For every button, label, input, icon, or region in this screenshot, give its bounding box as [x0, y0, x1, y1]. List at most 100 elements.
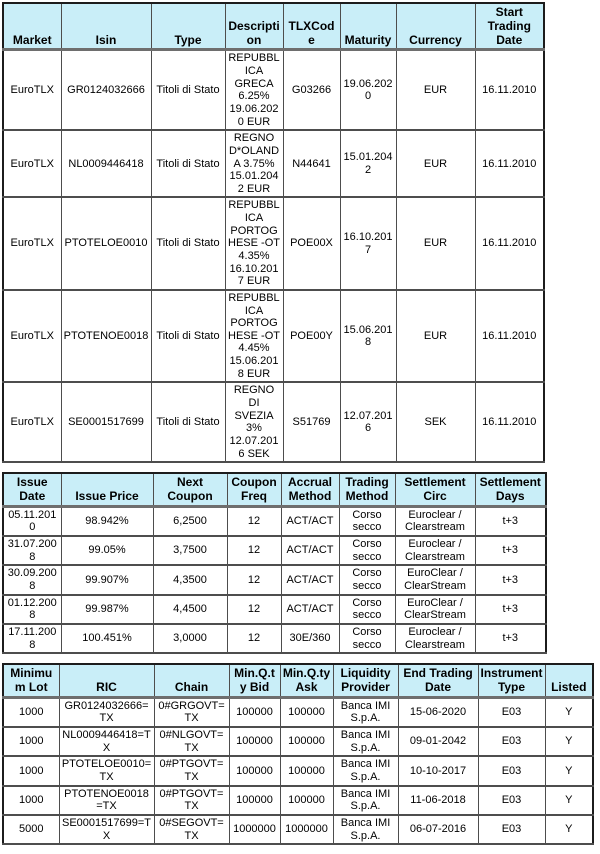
- table-cell: POE00Y: [282, 288, 341, 384]
- column-header: Maturity: [339, 3, 397, 52]
- table-cell: 100000: [279, 784, 334, 816]
- table-cell: GR0124032666: [60, 48, 152, 132]
- table-cell: E03: [477, 726, 546, 758]
- table-cell: E03: [477, 755, 546, 787]
- table-row: 05.11.2010 98.942% 6,2500 12 ACT/ACT Corso se…: [2, 505, 547, 538]
- column-header: Coupon Freq: [226, 473, 282, 508]
- column-header: Market: [2, 3, 62, 52]
- table-cell: 15.06.2018: [339, 288, 397, 384]
- table-cell: 99.907%: [60, 564, 154, 596]
- table-cell: ACT/ACT: [280, 564, 340, 596]
- table-cell: EUR: [395, 288, 476, 384]
- table-cell: 16.11.2010: [474, 196, 545, 291]
- table-cell: PTOTENOE0018: [60, 288, 152, 384]
- table-cell: EUR: [395, 48, 476, 132]
- table-cell: Titoli di Stato: [150, 48, 226, 132]
- table-cell: 99.987%: [60, 593, 154, 625]
- table-cell: 12: [226, 535, 282, 567]
- table-cell: 99.05%: [60, 535, 154, 567]
- column-header: Chain: [153, 664, 230, 699]
- table-cell: SE0001517699: [60, 381, 152, 464]
- table-cell: Y: [544, 696, 594, 729]
- table-cell: Y: [544, 813, 594, 846]
- table-cell: 1000000: [279, 813, 334, 846]
- table-cell: 09-01-2042: [397, 726, 479, 758]
- instruments-table: Market Isin Type Description TLXCode Maturity…: [2, 2, 545, 464]
- column-header: TLXCode: [282, 3, 341, 52]
- table-row: 1000 NL0009446418=TX 0#NLGOVT=TX 100000 1000…: [2, 726, 594, 758]
- table-cell: 100.451%: [60, 622, 154, 655]
- table-cell: Euroclear / Clearstream: [394, 622, 476, 655]
- table-cell: ACT/ACT: [280, 505, 340, 538]
- table-cell: 16.10.2017: [339, 196, 397, 291]
- table-cell: 1000: [2, 696, 60, 729]
- table-cell: t+3: [474, 564, 547, 596]
- table-cell: 10-10-2017: [397, 755, 479, 787]
- table-cell: EuroClear / ClearStream: [394, 593, 476, 625]
- table-cell: 3,0000: [152, 622, 228, 655]
- table-cell: 100000: [279, 726, 334, 758]
- table-row: 31.07.2008 99.05% 3,7500 12 ACT/ACT Corso sec…: [2, 535, 547, 567]
- table-cell: REGNO DI SVEZIA 3% 12.07.2016 SEK: [224, 381, 284, 464]
- table-cell: 4,4500: [152, 593, 228, 625]
- table-cell: Banca IMI S.p.A.: [332, 813, 399, 846]
- column-header: Type: [150, 3, 226, 52]
- table-cell: E03: [477, 813, 546, 846]
- table-cell: t+3: [474, 505, 547, 538]
- table-cell: 100000: [228, 784, 281, 816]
- table-cell: Corso secco: [338, 593, 396, 625]
- table-row: 17.11.2008 100.451% 3,0000 12 30E/360 Corso s…: [2, 622, 547, 655]
- column-header: Issue Date: [2, 473, 62, 508]
- table-cell: 05.11.2010: [2, 505, 62, 538]
- table-cell: 30E/360: [280, 622, 340, 655]
- table-cell: ACT/ACT: [280, 535, 340, 567]
- table-cell: 16.11.2010: [474, 48, 545, 132]
- table-cell: NL0009446418=TX: [58, 726, 155, 758]
- table-cell: 12: [226, 593, 282, 625]
- table-cell: 0#PTGOVT=TX: [153, 784, 230, 816]
- table-row: EuroTLX SE0001517699 Titoli di Stato REGNO …: [2, 381, 545, 464]
- table-row: 1000 PTOTENOE0018=TX 0#PTGOVT=TX 100000 1000…: [2, 784, 594, 816]
- table-cell: REPUBBLICA PORTOGHESE -OT 4.45% 15.06.20…: [224, 288, 284, 384]
- table-cell: SE0001517699=TX: [58, 813, 155, 846]
- table-cell: 17.11.2008: [2, 622, 62, 655]
- table-cell: 06-07-2016: [397, 813, 479, 846]
- table-cell: Corso secco: [338, 505, 396, 538]
- column-header: Min.Q.ty Bid: [228, 664, 281, 699]
- table-row: EuroTLX GR0124032666 Titoli di Stato REPUBB…: [2, 48, 545, 132]
- column-header: RIC: [58, 664, 155, 699]
- table-cell: 1000: [2, 726, 60, 758]
- column-header: Issue Price: [60, 473, 154, 508]
- table-cell: 1000: [2, 755, 60, 787]
- table-cell: 16.11.2010: [474, 288, 545, 384]
- table-cell: 4,3500: [152, 564, 228, 596]
- table-cell: EUR: [395, 129, 476, 199]
- table-cell: EuroTLX: [2, 196, 62, 291]
- table-cell: 5000: [2, 813, 60, 846]
- table-cell: 19.06.2020: [339, 48, 397, 132]
- table-cell: 31.07.2008: [2, 535, 62, 567]
- table-cell: 98.942%: [60, 505, 154, 538]
- table-cell: Corso secco: [338, 564, 396, 596]
- table-cell: 100000: [279, 696, 334, 729]
- table-cell: 12: [226, 564, 282, 596]
- table-cell: Euroclear / Clearstream: [394, 505, 476, 538]
- column-header: Listed: [544, 664, 594, 699]
- table-cell: Banca IMI S.p.A.: [332, 696, 399, 729]
- table-cell: EUR: [395, 196, 476, 291]
- table-cell: 12.07.2016: [339, 381, 397, 464]
- table-cell: POE00X: [282, 196, 341, 291]
- table-cell: 16.11.2010: [474, 129, 545, 199]
- table-cell: E03: [477, 784, 546, 816]
- table-row: 1000 GR0124032666=TX 0#GRGOVT=TX 100000 1000…: [2, 696, 594, 729]
- table-cell: Euroclear / Clearstream: [394, 535, 476, 567]
- table-cell: Y: [544, 784, 594, 816]
- table-cell: PTOTELOE0010=TX: [58, 755, 155, 787]
- column-header: Accrual Method: [280, 473, 340, 508]
- table-cell: Titoli di Stato: [150, 288, 226, 384]
- table-row: EuroTLX NL0009446418 Titoli di Stato REGNO …: [2, 129, 545, 199]
- table-cell: N44641: [282, 129, 341, 199]
- table-cell: 12: [226, 505, 282, 538]
- table-cell: Titoli di Stato: [150, 196, 226, 291]
